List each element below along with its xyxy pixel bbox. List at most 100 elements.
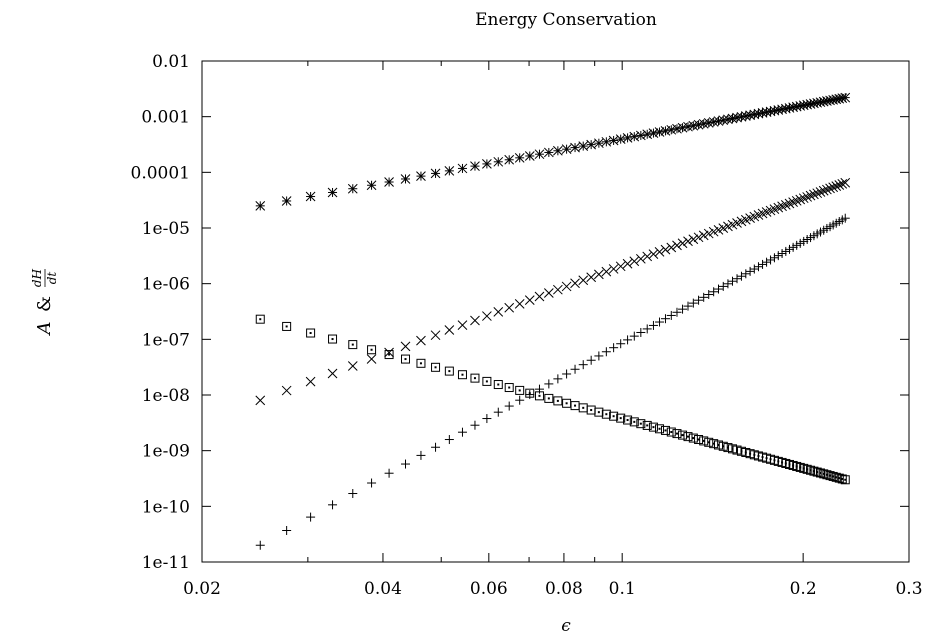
cross-marker <box>347 361 358 371</box>
plus-marker <box>666 310 676 320</box>
plus-marker <box>636 327 646 337</box>
square-marker <box>636 419 646 429</box>
plus-marker <box>609 343 619 353</box>
cross-marker <box>561 281 572 292</box>
square-marker <box>840 475 850 485</box>
cross-marker <box>837 178 848 189</box>
cross-marker <box>802 192 813 202</box>
square-marker <box>672 429 682 439</box>
star-marker <box>366 180 377 191</box>
cross-marker <box>777 201 787 212</box>
cross-marker <box>698 230 709 241</box>
cross-marker <box>622 258 633 269</box>
plus-marker <box>586 355 596 365</box>
cross-marker <box>825 183 835 194</box>
cross-marker <box>444 325 455 335</box>
cross-marker <box>773 202 784 213</box>
star-marker <box>629 131 640 142</box>
star-marker <box>677 122 688 133</box>
square-marker <box>629 417 639 427</box>
cross-marker <box>543 288 554 298</box>
plus-marker <box>255 540 265 550</box>
star-marker <box>514 152 525 163</box>
cross-marker <box>608 264 619 274</box>
plus-marker <box>515 395 525 405</box>
x-tick-label: 0.06 <box>470 579 508 599</box>
square-marker <box>384 350 394 360</box>
y-axis-label: A & dH dt <box>30 268 59 336</box>
plus-marker <box>704 290 714 300</box>
plus-marker <box>678 304 688 314</box>
cross-marker <box>553 284 563 295</box>
square-marker <box>457 370 467 380</box>
y-tick-label: 1e-05 <box>142 219 190 239</box>
cross-marker <box>660 244 671 255</box>
cross-marker <box>430 330 441 341</box>
cross-marker <box>784 198 795 209</box>
y-tick-label: 1e-06 <box>142 275 190 295</box>
star-marker <box>570 142 580 153</box>
star-marker <box>430 168 441 179</box>
square-marker <box>570 401 580 411</box>
square-marker <box>699 436 709 446</box>
star-marker <box>718 115 729 126</box>
plus-marker <box>578 360 588 370</box>
plus-marker <box>788 242 798 252</box>
cross-marker <box>400 341 411 352</box>
cross-marker <box>822 184 832 195</box>
plus-marker <box>482 414 492 424</box>
plus-marker <box>732 274 742 284</box>
plus-marker <box>745 266 755 276</box>
square-marker <box>562 398 572 408</box>
y-tick-label: 1e-09 <box>142 442 190 462</box>
square-marker <box>709 439 719 449</box>
square-marker <box>470 373 480 383</box>
cross-marker <box>384 347 394 358</box>
star-marker <box>416 171 426 181</box>
cross-marker <box>809 189 819 200</box>
cross-marker <box>840 177 851 188</box>
y-tick-label: 1e-08 <box>142 386 190 406</box>
cross-marker <box>615 261 626 272</box>
cross-marker <box>828 182 839 193</box>
cross-marker <box>642 251 653 262</box>
y-tick-label: 0.01 <box>152 52 190 72</box>
cross-marker <box>482 311 492 321</box>
cross-marker <box>798 193 809 204</box>
cross-marker <box>812 188 823 199</box>
plus-marker <box>792 240 802 250</box>
cross-marker <box>504 302 515 313</box>
plus-marker <box>749 264 759 274</box>
plus-marker <box>718 281 728 291</box>
square-marker <box>416 358 426 368</box>
cross-marker <box>815 187 826 197</box>
cross-marker <box>769 204 780 214</box>
star-marker <box>553 145 563 156</box>
y-tick-label: 1e-11 <box>142 553 190 573</box>
square-marker <box>688 433 698 443</box>
plus-marker <box>629 331 639 341</box>
plus-marker <box>642 324 652 334</box>
star-marker <box>561 144 572 155</box>
cross-marker <box>601 266 612 277</box>
cross-marker <box>831 181 842 191</box>
star-marker <box>543 147 554 158</box>
star-marker <box>660 126 671 136</box>
plus-marker <box>525 390 535 400</box>
cross-marker <box>366 354 377 364</box>
plus-marker <box>741 269 751 279</box>
cross-marker <box>780 200 791 210</box>
square-marker <box>655 424 665 434</box>
plus-marker <box>781 246 791 256</box>
cross-marker <box>788 197 798 207</box>
square-marker <box>623 415 633 425</box>
square-marker <box>255 314 265 324</box>
x-tick-label: 0.3 <box>895 579 922 599</box>
plot-frame <box>201 60 910 563</box>
plus-marker <box>328 500 338 510</box>
square-marker <box>683 432 693 442</box>
y-axis-label-frac-den: dt <box>45 272 59 285</box>
cross-marker <box>693 232 704 243</box>
star-marker <box>281 196 292 206</box>
plus-marker <box>758 259 768 269</box>
